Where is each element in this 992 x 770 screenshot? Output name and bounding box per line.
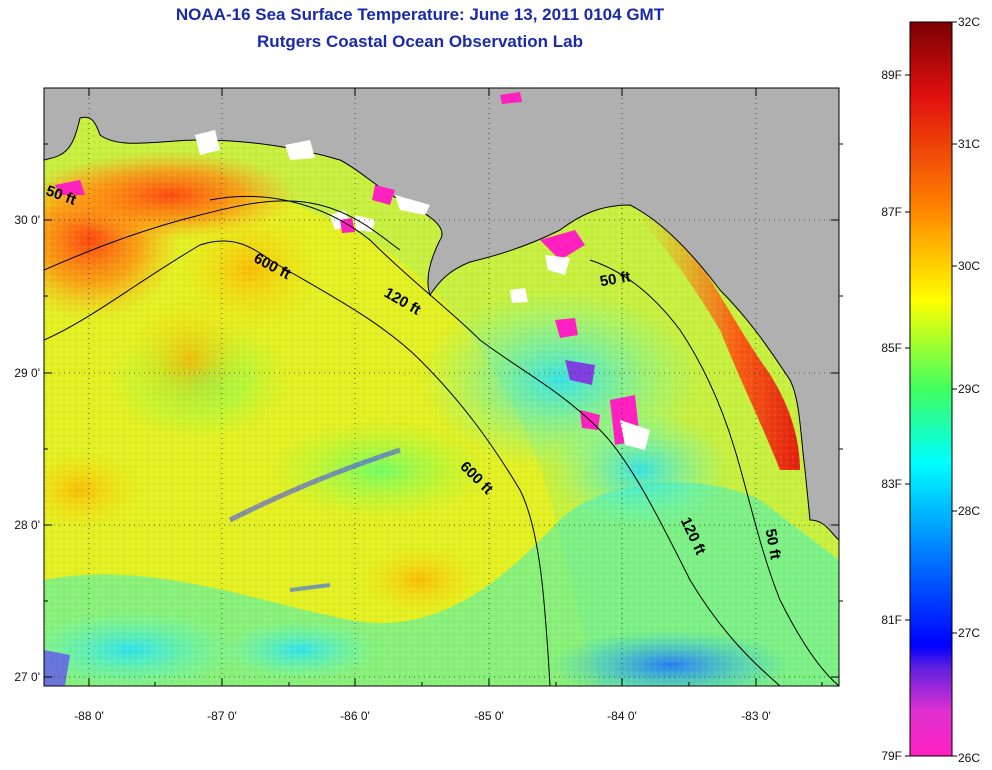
isobaths: [44, 195, 839, 686]
colorbar-celsius-label: 29C: [958, 382, 980, 396]
contour-label-50ft-south: 50 ft: [762, 527, 784, 560]
contour-label-50ft-east: 50 ft: [599, 268, 632, 290]
colorbar-celsius-label: 28C: [958, 504, 980, 518]
colorbar-celsius-label: 30C: [958, 259, 980, 273]
color-scale-bar: 32C 31C 30C 29C 28C 27C 26C 89F 87F 85F …: [881, 15, 980, 765]
isobath-50ft-east: [589, 259, 839, 686]
map-subtitle: Rutgers Coastal Ocean Observation Lab: [257, 32, 583, 51]
colorbar-celsius-label: 32C: [958, 15, 980, 29]
latitude-labels: 30 0' 29 0' 28 0' 27 0': [14, 213, 40, 684]
map-title: NOAA-16 Sea Surface Temperature: June 13…: [175, 5, 665, 24]
lon-label: -88 0': [74, 709, 104, 723]
colorbar-celsius-label: 27C: [958, 626, 980, 640]
colorbar-fahrenheit-label: 83F: [881, 477, 902, 491]
colorbar-fahrenheit-label: 79F: [881, 749, 902, 763]
lat-label: 29 0': [14, 366, 40, 380]
longitude-labels: -88 0' -87 0' -86 0' -85 0' -84 0' -83 0…: [74, 709, 771, 723]
lat-label: 28 0': [14, 518, 40, 532]
isobath-50ft-north: [44, 200, 401, 271]
colorbar-fahrenheit-label: 89F: [881, 68, 902, 82]
colorbar-fahrenheit-label: 81F: [881, 613, 902, 627]
colorbar-fahrenheit-label: 85F: [881, 341, 902, 355]
coastline: [44, 116, 839, 541]
lon-label: -87 0': [207, 709, 237, 723]
lat-label: 27 0': [14, 670, 40, 684]
colorbar-celsius-label: 31C: [958, 137, 980, 151]
colorbar-celsius-label: 26C: [958, 751, 980, 765]
masked-pixels: [44, 92, 650, 686]
frame-ticks: [44, 88, 843, 686]
colorbar-fahrenheit-label: 87F: [881, 205, 902, 219]
sst-field: 50 ft 600 ft 120 ft 50 ft 600 ft 120 ft …: [44, 88, 839, 686]
lat-label: 30 0': [14, 213, 40, 227]
lon-label: -86 0': [340, 709, 370, 723]
isobath-600ft: [44, 240, 551, 686]
plot-frame: [43, 87, 840, 687]
lon-label: -84 0': [607, 709, 637, 723]
land-mass: [44, 88, 839, 540]
isobath-120ft: [209, 195, 781, 686]
lon-label: -83 0': [741, 709, 771, 723]
lon-label: -85 0': [474, 709, 504, 723]
colorbar-gradient: [909, 21, 953, 757]
